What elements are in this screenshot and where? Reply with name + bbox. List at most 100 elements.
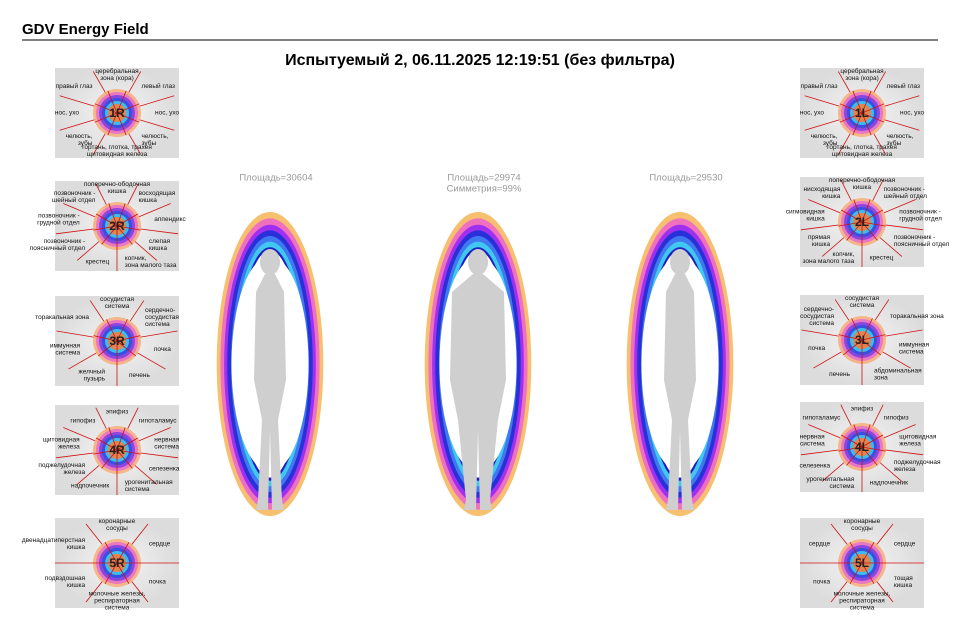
- sector-line: [852, 112, 863, 136]
- sector-line: [101, 449, 118, 469]
- sector-label: иммунная: [50, 343, 81, 350]
- sector-line: [96, 437, 118, 451]
- sector-label: селезенка: [800, 463, 831, 470]
- sector-label: система: [809, 320, 834, 327]
- finger-label: 4L: [855, 440, 869, 454]
- sector-line: [846, 221, 863, 241]
- sector-label: печень: [129, 372, 151, 379]
- sector-line: [108, 203, 118, 227]
- sector-line: [94, 103, 118, 114]
- sector-line: [93, 225, 118, 231]
- sector-label: сердечно-: [145, 307, 175, 314]
- sector-label: шейный отдел: [884, 192, 928, 200]
- sector-label: гипоталамус: [139, 418, 178, 425]
- sector-label: щитовидная: [43, 437, 81, 444]
- sector-label: гортань, глотка, трахея: [82, 144, 152, 151]
- sector-label: поясничный отдел: [894, 240, 950, 248]
- sector-line: [94, 112, 118, 123]
- sector-label: молочные железы,: [89, 591, 146, 598]
- sector-label: кишка: [139, 197, 158, 204]
- sector-label: система: [154, 444, 179, 451]
- sector-line: [106, 319, 118, 342]
- sector-line: [116, 112, 140, 123]
- sector-line: [838, 446, 863, 452]
- sector-label: система: [800, 441, 825, 448]
- sector-line: [116, 427, 126, 451]
- sector-label: гипофиз: [70, 418, 95, 425]
- sector-line: [116, 225, 133, 245]
- sector-label: нервная: [154, 437, 179, 444]
- sector-line: [838, 221, 863, 227]
- sector-label: подвздошная: [45, 575, 86, 582]
- body: [254, 274, 286, 510]
- sector-label: абдоминальная: [874, 366, 922, 374]
- sector-line: [108, 427, 118, 451]
- sector-label: гипоталамус: [803, 415, 842, 422]
- head: [260, 249, 280, 275]
- sector-label: эпифиз: [851, 406, 873, 413]
- sector-label: зона малого таза: [802, 258, 854, 265]
- sector-label: сердце: [149, 541, 171, 548]
- sector-line: [116, 437, 138, 451]
- sector-line: [842, 339, 863, 356]
- sector-label: сосуды: [106, 525, 128, 532]
- sector-label: торакальная зона: [35, 314, 89, 321]
- sector-line: [116, 213, 138, 227]
- sector-label: правый глаз: [801, 82, 838, 90]
- sector-label: гортань, глотка, трахея: [827, 144, 897, 151]
- sector-label: челюсть,: [887, 133, 914, 140]
- sector-line: [861, 112, 885, 123]
- sector-label: зубы: [78, 139, 93, 147]
- sector-label: селезенка: [149, 466, 180, 473]
- report-title: GDV Energy Field: [22, 21, 149, 38]
- sector-line: [116, 90, 127, 114]
- sector-label: крестец: [870, 254, 894, 261]
- sector-label: копчик,: [125, 255, 147, 262]
- silhouette: [254, 249, 286, 510]
- aura-caption: Площадь=29530: [649, 173, 722, 184]
- sector-line: [116, 340, 137, 357]
- sector-label: урогенитальная: [125, 479, 173, 486]
- head: [670, 249, 690, 275]
- sector-label: зона малого таза: [125, 262, 177, 269]
- sector-line: [849, 562, 863, 584]
- sector-label: почка: [149, 579, 166, 586]
- sector-label: поджелудочная: [38, 462, 85, 469]
- sector-line: [116, 449, 141, 455]
- sector-label: щитовидная железа: [87, 151, 148, 158]
- sector-line: [97, 340, 118, 357]
- sector-label: нос, ухо: [55, 110, 79, 117]
- sector-label: эпифиз: [106, 409, 128, 416]
- sector-label: восходящая: [139, 190, 176, 197]
- sector-label: желчный: [78, 367, 105, 375]
- sector-label: система: [850, 605, 875, 612]
- sector-label: урогенитальная: [806, 476, 854, 483]
- sector-label: система: [55, 350, 80, 357]
- sector-label: иммунная: [899, 342, 930, 349]
- sector-label: сосудистая: [100, 296, 134, 303]
- sector-line: [116, 335, 141, 342]
- sector-label: надпочечник: [71, 482, 109, 489]
- sector-label: почка: [154, 346, 171, 353]
- sector-label: железа: [899, 441, 921, 448]
- sector-label: нервная: [800, 434, 825, 441]
- sector-label: сигмовидная: [786, 209, 825, 216]
- aura-caption: Площадь=29974: [447, 173, 520, 184]
- sector-label: система: [105, 605, 130, 612]
- finger-label: 2L: [855, 215, 869, 229]
- sector-label: кишка: [67, 582, 86, 589]
- sector-label: позвоночник -: [899, 209, 941, 216]
- sector-label: копчик,: [833, 251, 855, 258]
- sector-label: зона (кора): [100, 75, 134, 82]
- sector-label: гипофиз: [884, 415, 909, 422]
- head: [468, 249, 488, 275]
- sector-line: [107, 90, 118, 114]
- sector-label: аппендикс: [154, 216, 186, 223]
- sector-label: пузырь: [84, 375, 106, 382]
- sector-line: [93, 335, 118, 342]
- sector-line: [96, 213, 118, 227]
- sector-line: [861, 318, 873, 341]
- sector-line: [116, 112, 127, 136]
- sector-label: кишка: [812, 241, 831, 248]
- silhouette: [664, 249, 696, 510]
